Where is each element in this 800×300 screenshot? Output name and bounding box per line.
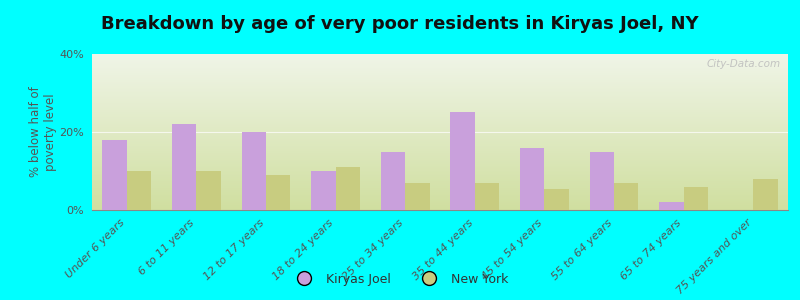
Bar xyxy=(381,152,405,210)
Bar xyxy=(336,167,360,210)
Bar xyxy=(520,148,545,210)
Bar xyxy=(172,124,197,210)
Bar xyxy=(545,188,569,210)
Y-axis label: % below half of
poverty level: % below half of poverty level xyxy=(29,87,57,177)
Bar xyxy=(197,171,221,210)
Bar xyxy=(754,179,778,210)
Bar xyxy=(475,183,499,210)
Bar xyxy=(266,175,290,210)
Bar xyxy=(102,140,127,210)
Legend: Kiryas Joel, New York: Kiryas Joel, New York xyxy=(286,268,514,291)
Bar xyxy=(659,202,683,210)
Bar xyxy=(684,187,708,210)
Bar xyxy=(614,183,638,210)
Bar xyxy=(590,152,614,210)
Bar xyxy=(242,132,266,210)
Bar xyxy=(406,183,430,210)
Bar xyxy=(450,112,475,210)
Bar xyxy=(127,171,151,210)
Text: City-Data.com: City-Data.com xyxy=(707,59,781,69)
Text: Breakdown by age of very poor residents in Kiryas Joel, NY: Breakdown by age of very poor residents … xyxy=(101,15,699,33)
Bar xyxy=(311,171,336,210)
